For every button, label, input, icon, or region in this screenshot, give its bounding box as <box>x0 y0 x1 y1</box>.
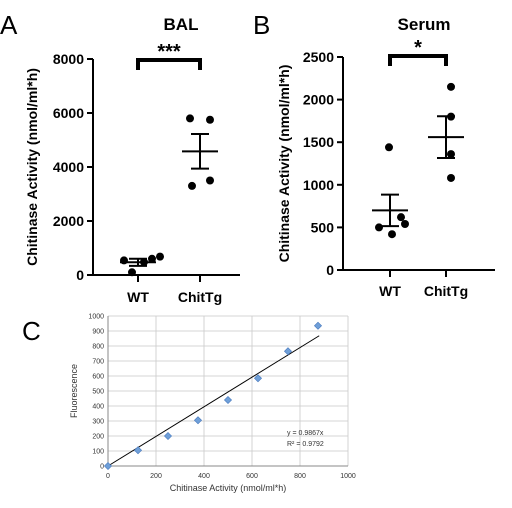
significance-bracket <box>136 58 202 70</box>
data-point <box>163 431 173 441</box>
data-point <box>128 268 136 277</box>
y-tick-label: 0 <box>100 464 104 471</box>
x-axis-label: Chitinase Activity (nmol/ml*h) <box>170 483 287 493</box>
x-tick-label: 200 <box>150 473 162 480</box>
data-point <box>156 252 164 261</box>
y-tick-label: 400 <box>92 404 104 411</box>
data-point <box>401 219 409 228</box>
data-point <box>186 114 194 123</box>
y-tick-label: 900 <box>92 329 104 336</box>
data-point <box>375 223 383 232</box>
x-tick-label: 400 <box>198 473 210 480</box>
y-tick-label: 8000 <box>53 51 84 67</box>
y-tick-label: 6000 <box>53 105 84 121</box>
data-point <box>133 446 143 455</box>
panel-c: C 0 100 200 300 400 500 600 700 800 900 1000 0 200 400… <box>22 314 356 494</box>
x-tick-label: 600 <box>246 473 258 480</box>
y-tick-label: 2000 <box>53 213 84 229</box>
y-tick-label: 300 <box>92 419 104 426</box>
y-axis-label: Fluorescence <box>69 364 79 418</box>
data-point <box>253 374 263 383</box>
y-tick-label: 0 <box>76 267 84 283</box>
significance-bracket <box>388 54 448 66</box>
x-tick-label: 1000 <box>340 473 356 480</box>
panel-b: B Serum 0 500 1000 1500 2000 2500 Chitinase Acti… <box>253 10 495 299</box>
category-label: ChitTg <box>424 283 468 299</box>
trendline <box>107 335 320 467</box>
panel-title: Serum <box>398 15 451 34</box>
panel-a: A BAL 0 2000 4000 6000 8000 Chitinase Activity … <box>0 10 240 305</box>
data-point <box>447 173 455 182</box>
y-tick-label: 700 <box>92 359 104 366</box>
data-point <box>447 82 455 91</box>
data-point <box>283 347 293 356</box>
data-point <box>206 115 214 124</box>
category-label: WT <box>379 283 401 299</box>
y-tick-label: 500 <box>311 219 335 235</box>
y-tick-label: 2500 <box>303 49 334 65</box>
data-point <box>397 213 405 222</box>
y-tick-label: 1500 <box>303 134 334 150</box>
data-point <box>385 143 393 152</box>
panel-letter: B <box>253 10 270 40</box>
trendline-r-squared: R² = 0.9792 <box>287 441 324 448</box>
panel-letter: C <box>22 316 41 346</box>
data-point <box>388 230 396 239</box>
x-tick-label: 800 <box>294 473 306 480</box>
data-point <box>193 416 203 425</box>
data-point <box>206 176 214 185</box>
y-tick-label: 800 <box>92 344 104 351</box>
data-point <box>223 395 233 405</box>
panel-title: BAL <box>164 15 199 34</box>
y-tick-label: 600 <box>92 374 104 381</box>
data-point <box>447 150 455 159</box>
y-tick-label: 2000 <box>303 92 334 108</box>
data-point <box>103 461 113 471</box>
y-tick-label: 100 <box>92 449 104 456</box>
panel-letter: A <box>0 10 18 40</box>
category-label: WT <box>127 289 149 305</box>
data-point <box>313 321 323 330</box>
y-axis-label: Chitinase Activity (nmol/ml*h) <box>24 68 40 266</box>
x-tick-label: 0 <box>106 473 110 480</box>
y-tick-label: 500 <box>92 389 104 396</box>
y-tick-label: 1000 <box>88 314 104 321</box>
significance-label: *** <box>157 41 181 63</box>
data-point <box>148 254 156 263</box>
data-point <box>188 181 196 190</box>
significance-label: * <box>414 37 422 59</box>
category-label: ChitTg <box>178 289 222 305</box>
y-tick-label: 1000 <box>303 177 334 193</box>
y-tick-label: 200 <box>92 434 104 441</box>
y-tick-label: 4000 <box>53 159 84 175</box>
y-tick-label: 0 <box>326 262 334 278</box>
y-axis-label: Chitinase Activity (nmol/ml*h) <box>276 65 292 263</box>
trendline-equation: y = 0.9867x <box>287 430 324 437</box>
